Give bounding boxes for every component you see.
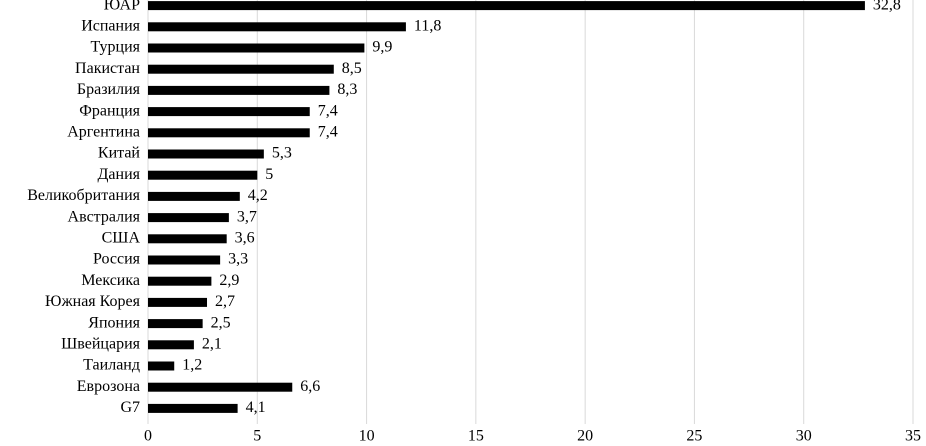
bar <box>148 1 865 11</box>
bar <box>148 191 240 201</box>
value-label: 2,7 <box>215 293 235 310</box>
value-label: 11,8 <box>414 17 441 34</box>
y-tick-label: США <box>102 229 141 246</box>
value-label: 9,9 <box>372 39 392 56</box>
value-label: 4,1 <box>246 399 266 416</box>
bar <box>148 276 212 286</box>
bar <box>148 43 365 53</box>
bar <box>148 22 406 32</box>
x-tick-label: 25 <box>686 428 702 445</box>
x-tick-label: 5 <box>253 428 261 445</box>
y-tick-label: Дания <box>98 166 141 183</box>
value-label: 4,2 <box>248 187 268 204</box>
value-label: 2,9 <box>219 272 239 289</box>
bar <box>148 403 238 413</box>
y-tick-label: Турция <box>91 39 141 56</box>
y-tick-label: Швейцария <box>61 335 140 352</box>
bar <box>148 255 221 265</box>
y-tick-label: Великобритания <box>27 187 140 204</box>
y-tick-label: Таиланд <box>83 357 140 374</box>
x-tick-label: 35 <box>905 428 921 445</box>
x-tick-label: 0 <box>144 428 152 445</box>
y-tick-label: Мексика <box>81 272 140 289</box>
x-tick-label: 20 <box>577 428 593 445</box>
value-label: 3,6 <box>235 229 255 246</box>
value-label: 7,4 <box>318 102 338 119</box>
value-label: 5,3 <box>272 145 292 162</box>
value-label: 3,7 <box>237 208 257 225</box>
bar <box>148 128 310 138</box>
y-tick-label: Аргентина <box>67 123 140 140</box>
bar <box>148 170 258 180</box>
value-label: 5 <box>265 166 273 183</box>
value-label: 3,3 <box>228 251 248 268</box>
value-label: 6,6 <box>300 378 320 395</box>
y-tick-label: Россия <box>93 251 141 268</box>
bar <box>148 319 203 329</box>
bar <box>148 382 293 392</box>
y-tick-label: Франция <box>79 102 140 119</box>
value-label: 32,8 <box>873 0 901 13</box>
y-tick-label: G7 <box>120 399 140 416</box>
y-tick-label: Япония <box>88 314 140 331</box>
bar <box>148 64 334 74</box>
y-tick-label: Китай <box>98 145 141 162</box>
y-tick-label: ЮАР <box>104 0 140 13</box>
x-tick-label: 15 <box>468 428 484 445</box>
y-tick-label: Еврозона <box>77 378 140 395</box>
bar <box>148 361 175 371</box>
value-label: 7,4 <box>318 123 338 140</box>
y-tick-label: Испания <box>81 17 140 34</box>
bar <box>148 297 208 307</box>
value-label: 2,1 <box>202 335 222 352</box>
bar <box>148 85 330 95</box>
value-label: 1,2 <box>182 357 202 374</box>
value-label: 8,5 <box>342 60 362 77</box>
bar <box>148 213 229 223</box>
value-label: 8,3 <box>337 81 357 98</box>
value-label: 2,5 <box>211 314 231 331</box>
bar <box>148 234 227 244</box>
y-tick-label: Южная Корея <box>45 293 141 310</box>
x-tick-label: 30 <box>796 428 812 445</box>
y-tick-label: Бразилия <box>77 81 141 98</box>
bar <box>148 107 310 117</box>
bar <box>148 340 194 350</box>
x-tick-label: 10 <box>359 428 375 445</box>
y-tick-label: Австралия <box>68 208 141 225</box>
bar <box>148 149 264 159</box>
y-tick-label: Пакистан <box>75 60 140 77</box>
